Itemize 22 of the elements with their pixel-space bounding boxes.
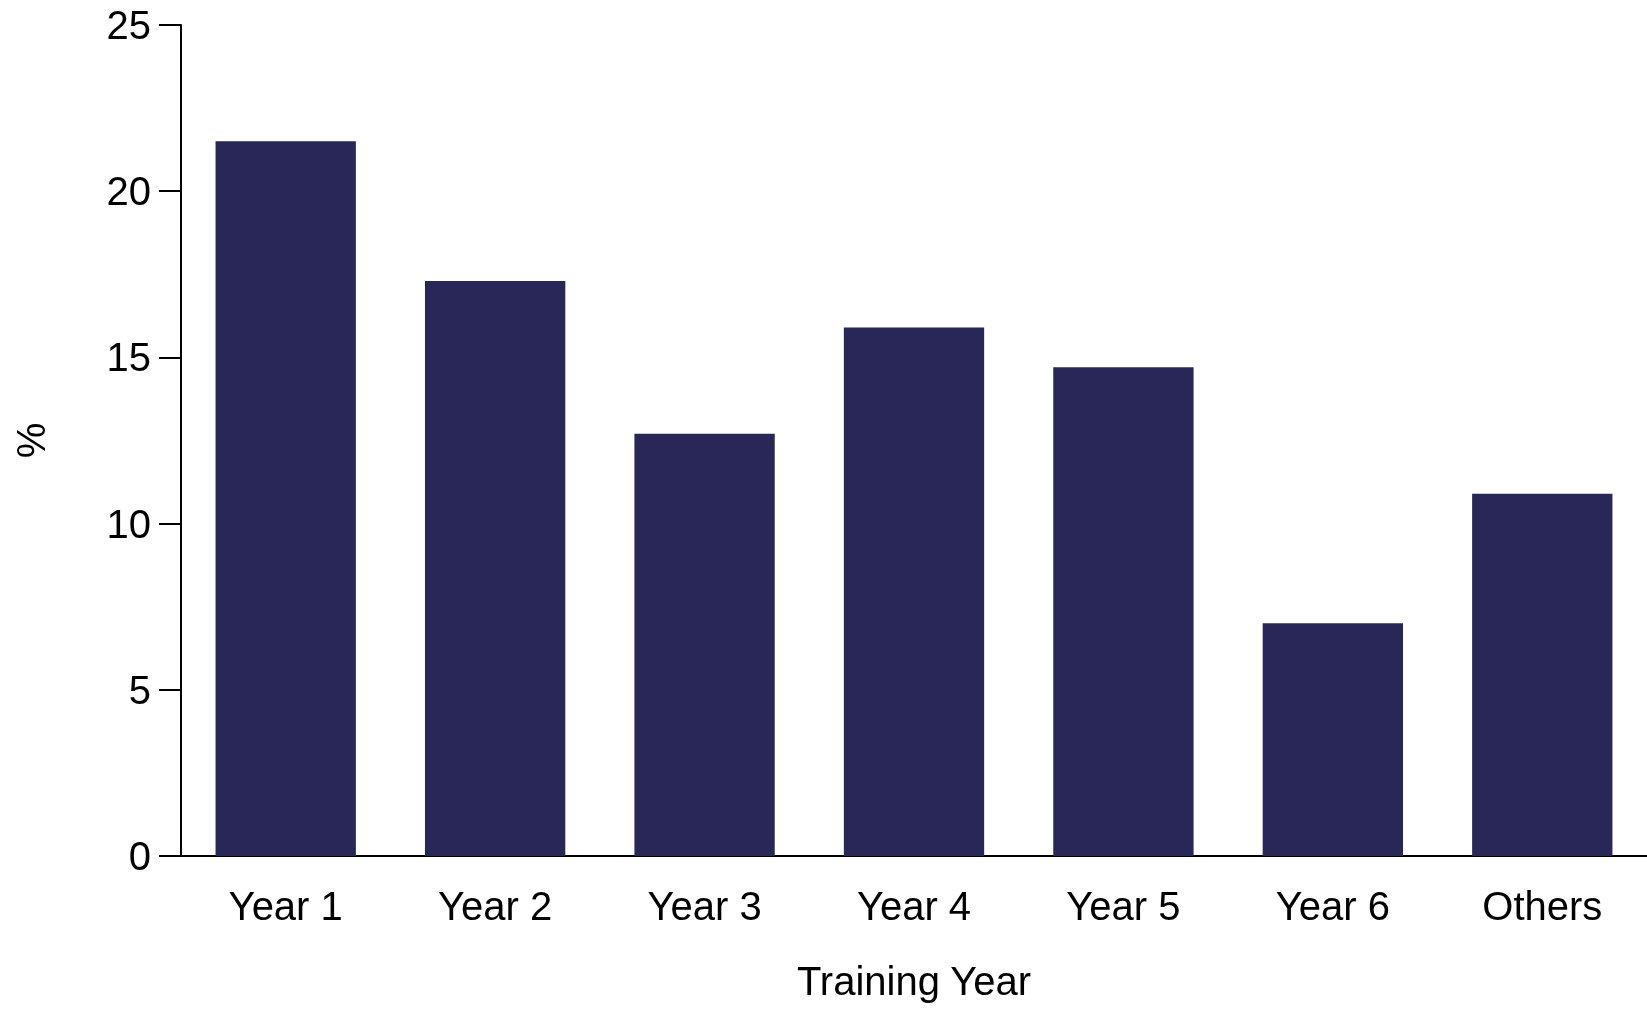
y-axis-title: %	[9, 422, 53, 459]
bar	[634, 433, 775, 856]
y-tick-label: 5	[128, 667, 151, 712]
x-tick-label: Year 3	[647, 884, 762, 928]
x-tick-label: Others	[1482, 884, 1603, 928]
y-tick-label: 20	[106, 169, 151, 214]
x-tick-label: Year 6	[1275, 884, 1390, 928]
x-tick-label: Year 4	[856, 884, 972, 928]
bar	[843, 327, 985, 856]
bar	[1472, 493, 1613, 856]
y-tick-label: 10	[106, 501, 151, 546]
x-tick-label: Year 1	[228, 884, 343, 928]
bar	[215, 141, 356, 856]
x-tick-label: Year 2	[438, 884, 553, 928]
bar	[1053, 367, 1194, 856]
y-tick-label: 15	[106, 335, 151, 380]
y-tick-label: 25	[106, 3, 151, 47]
x-tick-label: Year 5	[1066, 884, 1181, 928]
bar	[424, 280, 566, 856]
bar	[1262, 623, 1404, 856]
y-tick-label: 0	[128, 834, 151, 878]
x-axis-title: Training Year	[796, 959, 1032, 1003]
